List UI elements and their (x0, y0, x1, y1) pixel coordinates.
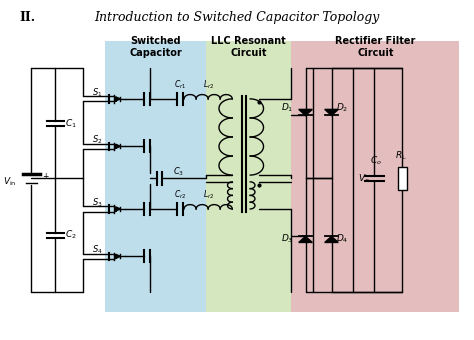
Text: $D_3$: $D_3$ (282, 232, 294, 244)
Text: $S_3$: $S_3$ (92, 197, 102, 209)
Text: Introduction to Switched Capacitor Topology: Introduction to Switched Capacitor Topol… (94, 11, 380, 24)
Text: $C_{r1}$: $C_{r1}$ (174, 79, 186, 91)
Text: $D_4$: $D_4$ (336, 232, 349, 244)
Text: $V_o$: $V_o$ (357, 172, 369, 185)
Text: $C_2$: $C_2$ (65, 229, 77, 241)
Text: $C_o$: $C_o$ (371, 154, 383, 167)
Text: $S_4$: $S_4$ (92, 244, 102, 256)
Text: $S_1$: $S_1$ (92, 86, 102, 99)
Text: $C_{r2}$: $C_{r2}$ (174, 189, 186, 201)
Polygon shape (116, 207, 120, 211)
Text: +: + (42, 172, 48, 181)
Polygon shape (116, 97, 120, 101)
Text: $V_{\rm in}$: $V_{\rm in}$ (3, 175, 17, 188)
Text: $L_{r2}$: $L_{r2}$ (202, 189, 214, 201)
Polygon shape (325, 109, 338, 116)
Text: II.: II. (19, 11, 36, 24)
Polygon shape (116, 144, 120, 148)
FancyBboxPatch shape (292, 41, 459, 312)
Text: $S_2$: $S_2$ (92, 134, 102, 147)
Text: $C_1$: $C_1$ (65, 117, 77, 130)
FancyBboxPatch shape (398, 167, 407, 190)
FancyBboxPatch shape (206, 41, 292, 312)
Text: $R_{\rm L}$: $R_{\rm L}$ (395, 149, 407, 161)
Polygon shape (116, 254, 120, 258)
Text: Rectifier Filter
Circuit: Rectifier Filter Circuit (335, 36, 416, 58)
Text: $D_2$: $D_2$ (336, 102, 348, 114)
Text: $D_1$: $D_1$ (282, 102, 294, 114)
Text: Switched
Capacitor: Switched Capacitor (129, 36, 182, 58)
Polygon shape (299, 236, 312, 242)
Text: $C_3$: $C_3$ (173, 166, 184, 178)
Text: $L_{r2}$: $L_{r2}$ (202, 79, 214, 91)
FancyBboxPatch shape (105, 41, 206, 312)
Polygon shape (299, 109, 312, 116)
Polygon shape (325, 236, 338, 242)
Text: LLC Resonant
Circuit: LLC Resonant Circuit (211, 36, 286, 58)
